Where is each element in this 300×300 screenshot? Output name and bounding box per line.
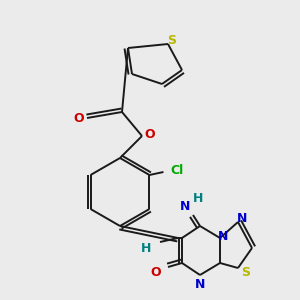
Text: H: H (141, 242, 151, 256)
Text: Cl: Cl (171, 164, 184, 176)
Text: N: N (218, 230, 228, 244)
Text: O: O (151, 266, 161, 280)
Text: N: N (237, 212, 247, 224)
Text: N: N (180, 200, 190, 214)
Text: N: N (195, 278, 205, 292)
Text: O: O (145, 128, 155, 140)
Text: S: S (242, 266, 250, 278)
Text: S: S (167, 34, 176, 47)
Text: H: H (193, 191, 203, 205)
Text: O: O (74, 112, 84, 124)
